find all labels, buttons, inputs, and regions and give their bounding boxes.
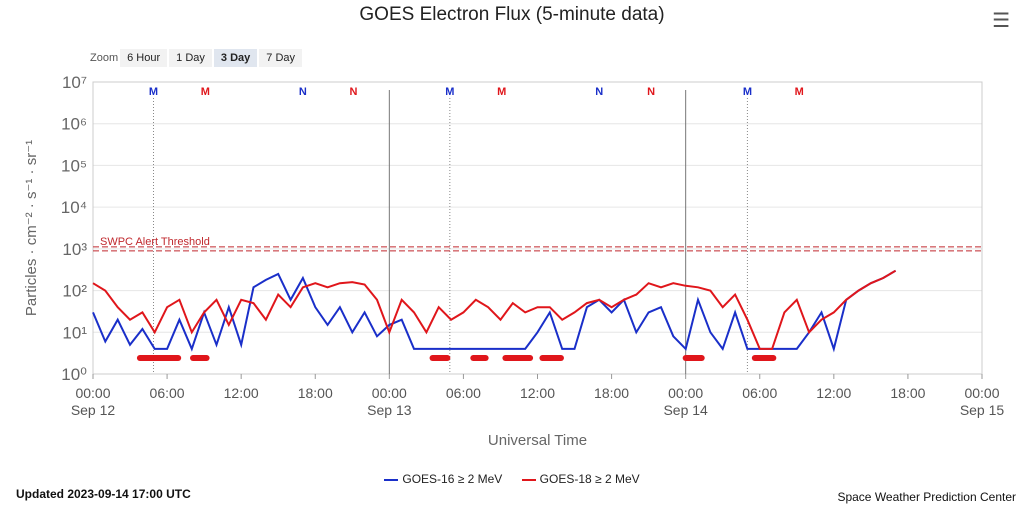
zoom-label: Zoom: [90, 52, 119, 64]
x-tick-date: Sep 15: [960, 402, 1005, 418]
x-tick-label: 12:00: [224, 385, 259, 401]
zoom-bar: Zoom 6 Hour 1 Day 3 Day 7 Day: [90, 49, 303, 67]
y-tick-label: 10⁴: [61, 198, 87, 217]
zoom-1-day-button[interactable]: 1 Day: [169, 49, 212, 67]
marker-N: N: [299, 86, 307, 98]
marker-N: N: [647, 86, 655, 98]
x-tick-label: 00:00: [372, 385, 407, 401]
x-tick-label: 18:00: [594, 385, 629, 401]
x-tick-label: 00:00: [75, 385, 110, 401]
marker-M: M: [149, 86, 158, 98]
marker-M: M: [497, 86, 506, 98]
legend-label: GOES-18 ≥ 2 MeV: [539, 472, 640, 486]
legend-label: GOES-16 ≥ 2 MeV: [402, 472, 503, 486]
legend-swatch: [384, 478, 399, 481]
marker-M: M: [201, 86, 210, 98]
series-line-goes18: [92, 269, 897, 350]
y-tick-label: 10⁵: [61, 156, 87, 175]
x-tick-label: 06:00: [446, 385, 481, 401]
x-tick-date: Sep 14: [663, 402, 708, 418]
x-axis-title: Universal Time: [488, 432, 587, 449]
zoom-6-hour-button[interactable]: 6 Hour: [120, 49, 168, 67]
zoom-3-day-button[interactable]: 3 Day: [213, 49, 258, 67]
marker-M: M: [743, 86, 752, 98]
x-tick-label: 12:00: [520, 385, 555, 401]
y-tick-label: 10⁶: [61, 115, 87, 134]
legend-goes18[interactable]: GOES-18 ≥ 2 MeV: [521, 472, 640, 486]
x-tick-date: Sep 12: [71, 402, 116, 418]
x-tick-label: 00:00: [964, 385, 999, 401]
threshold-label: SWPC Alert Threshold: [100, 236, 210, 248]
x-tick-label: 06:00: [742, 385, 777, 401]
updated-timestamp: Updated 2023-09-14 17:00 UTC: [16, 487, 191, 501]
y-tick-label: 10¹: [62, 323, 87, 342]
chart-title: GOES Electron Flux (5-minute data): [359, 4, 665, 25]
x-tick-label: 18:00: [298, 385, 333, 401]
marker-M: M: [445, 86, 454, 98]
hamburger-icon[interactable]: ☰: [992, 10, 1010, 32]
x-tick-label: 00:00: [668, 385, 703, 401]
legend: GOES-16 ≥ 2 MeV GOES-18 ≥ 2 MeV: [0, 472, 1024, 486]
marker-N: N: [350, 86, 358, 98]
x-tick-date: Sep 13: [367, 402, 412, 418]
y-tick-label: 10⁰: [61, 365, 87, 384]
y-tick-label: 10⁷: [62, 73, 87, 92]
plot-border: [92, 81, 983, 375]
x-tick-label: 18:00: [890, 385, 925, 401]
y-axis-title: Particles · cm⁻² · s⁻¹ · sr⁻¹: [23, 140, 40, 316]
x-tick-label: 06:00: [150, 385, 185, 401]
legend-goes16[interactable]: GOES-16 ≥ 2 MeV: [384, 472, 502, 486]
marker-N: N: [595, 86, 603, 98]
legend-swatch: [521, 478, 536, 481]
zoom-7-day-button[interactable]: 7 Day: [259, 49, 303, 67]
credit: Space Weather Prediction Center: [837, 490, 1016, 504]
x-tick-label: 12:00: [816, 385, 851, 401]
marker-M: M: [795, 86, 804, 98]
y-tick-label: 10²: [62, 282, 87, 301]
y-tick-label: 10³: [62, 240, 87, 259]
